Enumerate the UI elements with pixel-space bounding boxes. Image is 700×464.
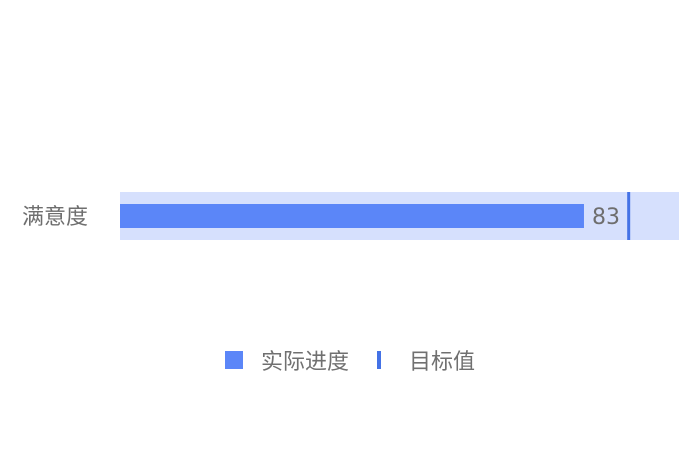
legend-swatch-actual xyxy=(224,351,243,369)
data-label: 83 xyxy=(592,205,620,230)
target-marker xyxy=(627,192,631,240)
legend-swatch-target xyxy=(377,351,381,369)
legend-label-actual: 实际进度 xyxy=(260,350,349,375)
bar-actual xyxy=(120,204,584,228)
legend-item-actual[interactable]: 实际进度 xyxy=(224,344,349,376)
legend-item-target[interactable]: 目标值 xyxy=(377,344,475,376)
legend: 实际进度 目标值 xyxy=(0,343,700,377)
category-label: 满意度 xyxy=(22,205,88,230)
legend-label-target: 目标值 xyxy=(409,350,476,375)
